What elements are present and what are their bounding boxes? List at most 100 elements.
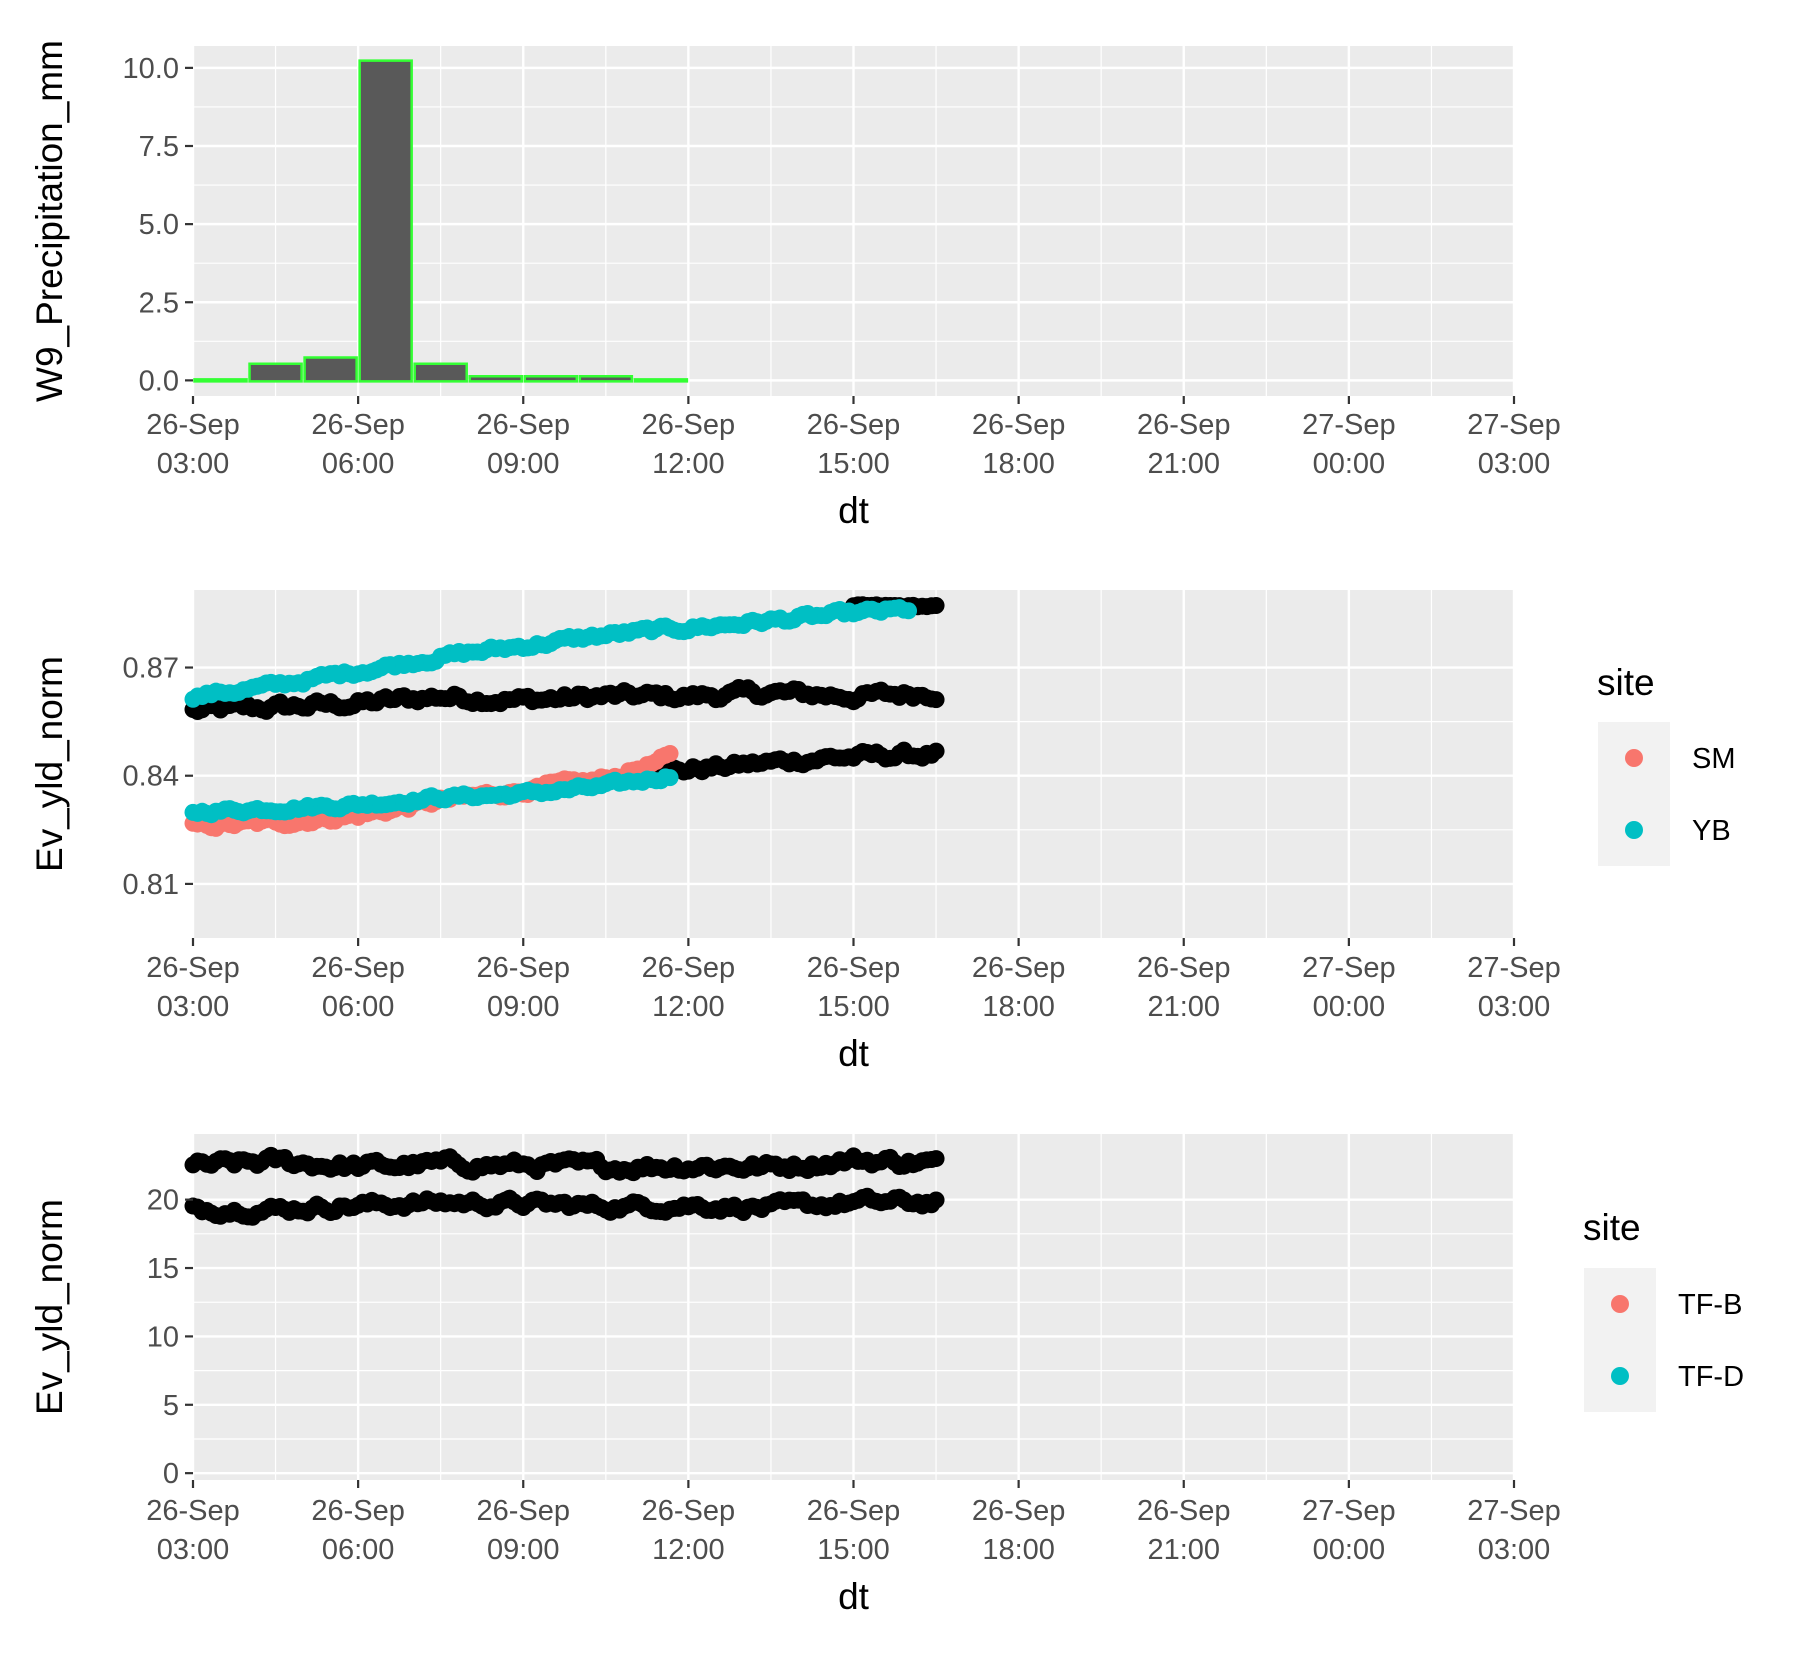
x-tick-label-time: 00:00: [1313, 448, 1386, 480]
legend-key-background: [1598, 722, 1670, 866]
x-tick-label-date: 26-Sep: [146, 952, 240, 984]
precip-bar: [633, 378, 689, 383]
y-tick-label: 7.5: [139, 131, 179, 163]
x-tick-label-time: 15:00: [817, 1534, 890, 1566]
legend-title: site: [1597, 662, 1655, 703]
x-tick-label-date: 26-Sep: [972, 952, 1066, 984]
series-unlabeled: [184, 678, 945, 720]
precip-bar: [413, 362, 468, 383]
x-tick-label-date: 26-Sep: [1137, 1495, 1231, 1527]
x-tick-label-date: 26-Sep: [972, 1495, 1066, 1527]
series-YB: [184, 768, 679, 824]
x-tick-label-date: 26-Sep: [807, 1495, 901, 1527]
x-tick-label-date: 27-Sep: [1467, 409, 1561, 441]
x-tick-label-date: 26-Sep: [476, 952, 570, 984]
precip-bar: [303, 356, 358, 383]
legend-label-YB: YB: [1692, 815, 1731, 847]
x-tick-label-time: 18:00: [982, 448, 1055, 480]
x-tick-label-date: 26-Sep: [476, 1495, 570, 1527]
x-tick-label-date: 26-Sep: [146, 409, 240, 441]
x-tick-label-date: 27-Sep: [1467, 1495, 1561, 1527]
x-tick-label-date: 26-Sep: [642, 409, 736, 441]
x-tick-label-time: 12:00: [652, 448, 725, 480]
legend: site SM YB: [1597, 662, 1736, 866]
x-tick-label-time: 06:00: [322, 448, 395, 480]
legend-key-SM: [1625, 749, 1643, 767]
x-tick-label-date: 26-Sep: [311, 952, 405, 984]
x-tick-label-time: 12:00: [652, 1534, 725, 1566]
x-tick-label-time: 00:00: [1313, 1534, 1386, 1566]
y-axis-title: Ev_yld_norm: [29, 1199, 70, 1415]
data-point: [927, 742, 945, 760]
axes: 0.81 0.84 0.87 26-Sep 03:00 26-Sep 06:00 26-Sep…: [123, 653, 1561, 1023]
y-tick-label: 2.5: [139, 287, 179, 319]
data-point: [661, 769, 679, 787]
x-tick-label-time: 06:00: [322, 991, 395, 1023]
x-tick-label-time: 21:00: [1147, 1534, 1220, 1566]
data-marks: [193, 59, 689, 383]
precip-bar: [468, 375, 524, 383]
legend-key-YB: [1625, 821, 1643, 839]
panel-2: 0.81 0.84 0.87 26-Sep 03:00 26-Sep 06:00 26-Sep…: [29, 590, 1736, 1074]
x-tick-label-time: 03:00: [157, 448, 230, 480]
legend-key-background: [1584, 1268, 1656, 1412]
y-tick-label: 0: [163, 1458, 179, 1490]
data-marks: [184, 596, 945, 837]
y-tick-label: 0.0: [139, 365, 179, 397]
x-tick-label-date: 27-Sep: [1302, 409, 1396, 441]
panel-1: 0.0 2.5 5.0 7.5 10.0 26-Sep 03:00 26-Sep 06:00 26…: [29, 40, 1561, 531]
x-tick-label-date: 26-Sep: [311, 409, 405, 441]
data-point: [927, 691, 945, 709]
x-tick-label-date: 27-Sep: [1302, 1495, 1396, 1527]
x-tick-label-time: 12:00: [652, 991, 725, 1023]
y-tick-label: 15: [147, 1253, 179, 1285]
y-tick-label: 0.87: [123, 653, 179, 685]
data-point: [661, 745, 679, 763]
x-axis-title: dt: [838, 1033, 870, 1074]
legend: site TF-B TF-D: [1583, 1207, 1744, 1412]
x-tick-label-date: 26-Sep: [146, 1495, 240, 1527]
x-tick-label-time: 03:00: [1478, 991, 1551, 1023]
x-tick-label-time: 21:00: [1147, 448, 1220, 480]
x-tick-label-date: 27-Sep: [1467, 952, 1561, 984]
legend-title: site: [1583, 1207, 1641, 1248]
x-tick-label-date: 26-Sep: [807, 409, 901, 441]
x-tick-label-date: 27-Sep: [1302, 952, 1396, 984]
x-tick-label-time: 03:00: [1478, 1534, 1551, 1566]
x-tick-label-time: 15:00: [817, 991, 890, 1023]
data-marks: [184, 1146, 945, 1226]
x-tick-label-time: 03:00: [157, 1534, 230, 1566]
x-tick-label-time: 00:00: [1313, 991, 1386, 1023]
precip-bar: [248, 362, 303, 383]
axes: 0.0 2.5 5.0 7.5 10.0 26-Sep 03:00 26-Sep 06:00 26…: [123, 53, 1561, 480]
x-axis-title: dt: [838, 1576, 870, 1617]
y-tick-label: 5: [163, 1390, 179, 1422]
y-tick-label: 10: [147, 1321, 179, 1353]
legend-label-TF-D: TF-D: [1678, 1361, 1744, 1393]
legend-label-TF-B: TF-B: [1678, 1289, 1742, 1321]
x-tick-label-time: 18:00: [982, 991, 1055, 1023]
x-tick-label-time: 03:00: [157, 991, 230, 1023]
y-tick-label: 5.0: [139, 209, 179, 241]
data-point: [927, 596, 945, 614]
precip-bar: [578, 375, 634, 383]
x-tick-label-time: 06:00: [322, 1534, 395, 1566]
x-tick-label-date: 26-Sep: [642, 952, 736, 984]
legend-key-TF-B: [1611, 1295, 1629, 1313]
y-axis-title: W9_Precipitation_mm: [29, 40, 70, 402]
x-tick-label-date: 26-Sep: [972, 409, 1066, 441]
precip-bar: [358, 59, 413, 383]
y-tick-label: 0.81: [123, 869, 179, 901]
x-tick-label-time: 03:00: [1478, 448, 1551, 480]
y-tick-label: 0.84: [123, 761, 179, 793]
series-unlabeled: [184, 1146, 945, 1182]
x-tick-label-date: 26-Sep: [642, 1495, 736, 1527]
legend-label-SM: SM: [1692, 743, 1736, 775]
x-tick-label-time: 09:00: [487, 991, 560, 1023]
precip-bar: [193, 378, 248, 383]
x-tick-label-time: 15:00: [817, 448, 890, 480]
y-tick-label: 20: [147, 1185, 179, 1217]
x-tick-label-date: 26-Sep: [807, 952, 901, 984]
precip-bar: [523, 375, 579, 383]
